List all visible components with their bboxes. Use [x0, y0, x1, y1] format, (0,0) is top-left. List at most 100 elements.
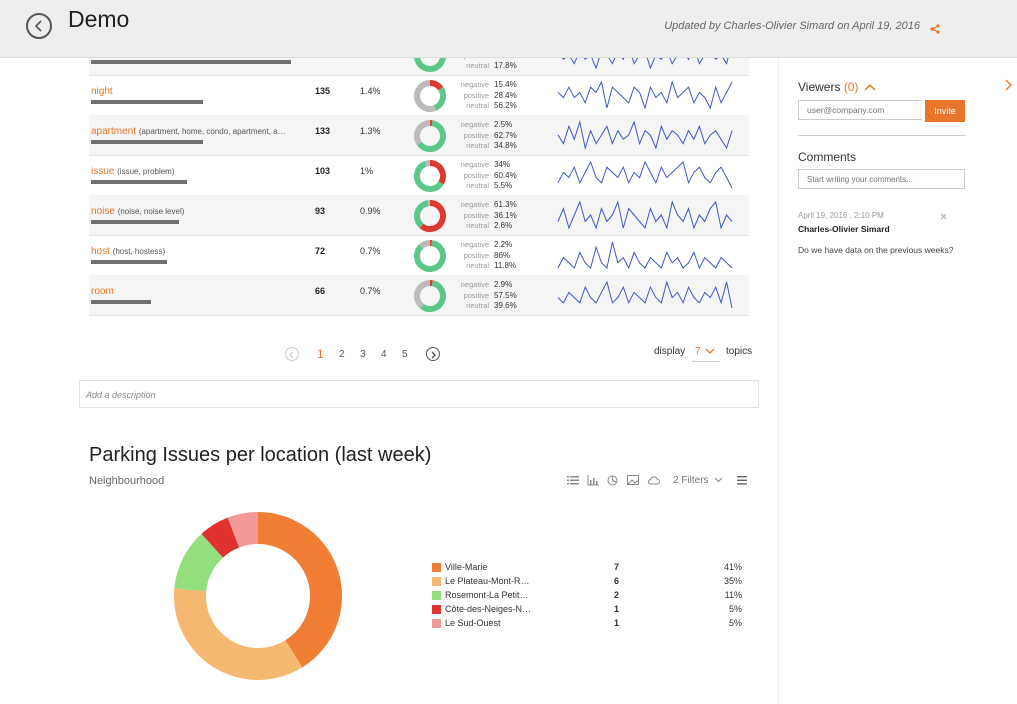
topic-count: 66: [315, 286, 326, 296]
cloud-icon[interactable]: [647, 475, 660, 486]
topic-percent: 1.4%: [360, 86, 381, 96]
topic-percent: 0.9%: [360, 206, 381, 216]
next-page-button[interactable]: [426, 347, 440, 361]
page-2[interactable]: 2: [339, 349, 345, 360]
back-button[interactable]: [26, 13, 52, 39]
chevron-up-icon: [864, 83, 876, 91]
topic-name[interactable]: host (host, hostess): [91, 246, 165, 257]
legend-item[interactable]: Le Plateau-Mont-R… 6 35%: [432, 575, 752, 589]
topic-label[interactable]: host: [91, 246, 110, 257]
table-row[interactable]: room 66 0.7% negative positive neutral 2.9% 57…: [89, 275, 749, 316]
sentiment-donut: [414, 80, 446, 112]
topic-label[interactable]: room: [91, 286, 114, 297]
neutral-label: neutral: [466, 261, 489, 270]
negative-label: negative: [460, 280, 489, 289]
negative-value: 2.2%: [494, 240, 513, 249]
invite-button[interactable]: Invite: [925, 100, 965, 122]
trend-sparkline: [557, 200, 733, 230]
list-view-icon[interactable]: [567, 475, 579, 486]
positive-value: 62.7%: [494, 130, 517, 140]
pie-slice[interactable]: [258, 512, 342, 668]
negative-value: 61.3%: [494, 200, 517, 209]
viewers-toggle[interactable]: Viewers (0): [798, 80, 876, 94]
table-row[interactable]: host (host, hostess) 72 0.7% negative positi…: [89, 235, 749, 276]
page-3[interactable]: 3: [360, 349, 366, 360]
neutral-value: 39.6%: [494, 301, 517, 310]
sentiment-values: 2.9% 57.5% 39.6%: [494, 280, 517, 312]
filters-dropdown[interactable]: 2 Filters: [673, 475, 723, 486]
comment-author: Charles-Olivier Simard: [798, 224, 890, 234]
trend-sparkline: [557, 241, 733, 270]
hamburger-menu-icon[interactable]: [737, 476, 747, 485]
filters-label: 2 Filters: [673, 475, 709, 486]
legend-percent: 5%: [728, 618, 742, 628]
pie-slice[interactable]: [227, 512, 258, 548]
chevron-right-icon: [431, 351, 436, 359]
pie-chart-icon[interactable]: [607, 475, 618, 486]
share-button[interactable]: [930, 21, 940, 39]
table-row[interactable]: noise (noise, noise level) 93 0.9% negative…: [89, 195, 749, 236]
topic-name[interactable]: room: [91, 286, 114, 297]
legend-value: 7: [614, 562, 620, 572]
table-row[interactable]: issue (issue, problem) 103 1% negative posit…: [89, 155, 749, 196]
sentiment-values: 2.5% 62.7% 34.8%: [494, 120, 517, 152]
legend-label: Le Sud-Ouest: [445, 618, 501, 628]
topic-label[interactable]: night: [91, 86, 113, 97]
page-4[interactable]: 4: [381, 349, 387, 360]
negative-label: negative: [460, 120, 489, 129]
topic-name[interactable]: noise (noise, noise level): [91, 206, 184, 217]
topic-name[interactable]: issue (issue, problem): [91, 166, 175, 177]
neutral-label: neutral: [466, 181, 489, 190]
page-1[interactable]: 1: [317, 347, 324, 361]
chart-title: Parking Issues per location (last week): [89, 444, 432, 466]
table-row[interactable]: night 135 1.4% negative positive neutral 15.4…: [89, 75, 749, 116]
legend-swatch: [432, 605, 441, 614]
sparkline-series: [557, 241, 733, 270]
topic-synonyms: (noise, noise level): [117, 207, 185, 216]
display-count-select[interactable]: 7: [692, 341, 720, 362]
positive-segment: [416, 120, 446, 152]
legend-item[interactable]: Côte-des-Neiges-N… 1 5%: [432, 603, 752, 617]
negative-segment: [429, 80, 444, 91]
topic-label[interactable]: apartment: [91, 126, 137, 137]
neutral-label: neutral: [466, 301, 489, 310]
pie-slice[interactable]: [174, 533, 223, 592]
sentiment-values: 15.4% 28.4% 56.2%: [494, 80, 517, 112]
legend-item[interactable]: Rosemont-La Petit… 2 11%: [432, 589, 752, 603]
topic-name[interactable]: night: [91, 86, 113, 97]
negative-label: negative: [460, 160, 489, 169]
email-field[interactable]: [798, 100, 922, 120]
pie-slice[interactable]: [201, 517, 240, 558]
image-icon[interactable]: [627, 475, 639, 486]
prev-page-button[interactable]: [285, 347, 299, 361]
positive-label: positive: [463, 290, 489, 300]
table-row[interactable]: apartment (apartment, home, condo, apart…: [89, 115, 749, 156]
trend-sparkline: [557, 120, 733, 150]
pie-slice[interactable]: [174, 588, 303, 680]
legend-item[interactable]: Le Sud-Ouest 1 5%: [432, 617, 752, 631]
frequency-bar: [91, 300, 151, 304]
positive-segment: [420, 280, 446, 312]
delete-comment-button[interactable]: [940, 212, 947, 223]
bar-chart-icon[interactable]: [587, 475, 599, 486]
description-input[interactable]: Add a description: [79, 380, 759, 408]
topic-count: 93: [315, 206, 326, 216]
topic-name[interactable]: apartment (apartment, home, condo, apart…: [91, 126, 286, 137]
legend-item[interactable]: Ville-Marie 7 41%: [432, 561, 752, 575]
topic-count: 72: [315, 246, 326, 256]
neutral-value: 17.8%: [494, 61, 517, 70]
topic-label[interactable]: noise: [91, 206, 115, 217]
chart-subtitle: Neighbourhood: [89, 475, 165, 487]
neutral-segment: [414, 80, 437, 112]
positive-label: positive: [463, 130, 489, 140]
comment-input[interactable]: [798, 169, 965, 189]
topic-label[interactable]: issue: [91, 166, 115, 177]
neutral-value: 5.5%: [494, 181, 513, 190]
page-5[interactable]: 5: [402, 349, 408, 360]
chevron-right-icon[interactable]: [1004, 79, 1012, 91]
share-icon: [930, 24, 940, 34]
sentiment-values: 34% 60.4% 5.5%: [494, 160, 517, 192]
neutral-segment: [414, 120, 431, 146]
